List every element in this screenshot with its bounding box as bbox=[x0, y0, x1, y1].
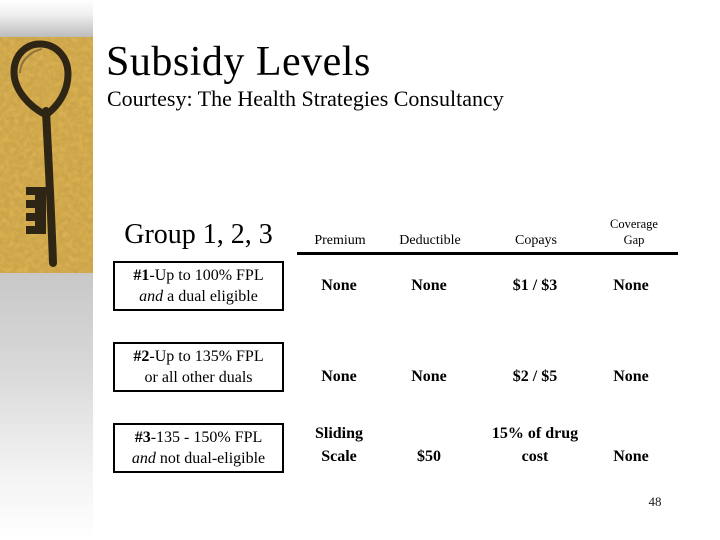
slide-title: Subsidy Levels bbox=[106, 39, 371, 85]
page-number: 48 bbox=[648, 494, 662, 509]
cell-row1-copays: $1 / $3 bbox=[512, 277, 558, 294]
group-box-2: #2-Up to 135% FPL or all other duals bbox=[113, 342, 284, 392]
cell-row1-coverage-gap: None bbox=[613, 277, 649, 294]
group-1-line1: #1-Up to 100% FPL bbox=[133, 267, 264, 284]
group-2-line1: #2-Up to 135% FPL bbox=[133, 348, 264, 365]
column-header-deductible: Deductible bbox=[399, 233, 461, 248]
column-header-copays: Copays bbox=[515, 233, 557, 248]
column-header-premium: Premium bbox=[314, 233, 366, 248]
left-decoration-strip bbox=[0, 0, 93, 540]
group-box-1: #1-Up to 100% FPL and a dual eligible bbox=[113, 261, 284, 311]
cell-row3-coverage-gap: None bbox=[613, 448, 649, 465]
group-box-3: #3-135 - 150% FPL and not dual-eligible bbox=[113, 423, 284, 473]
cell-row1-deductible: None bbox=[411, 277, 447, 294]
cell-row3-copays-line2: cost bbox=[521, 448, 549, 465]
key-illustration bbox=[0, 37, 93, 273]
group-3-line1: #3-135 - 150% FPL bbox=[134, 429, 263, 446]
group-3-line2: and not dual-eligible bbox=[131, 450, 266, 467]
gradient-bottom bbox=[0, 273, 93, 540]
group-2-line2: or all other duals bbox=[144, 369, 253, 386]
key-icon bbox=[10, 40, 72, 267]
header-divider-line bbox=[297, 252, 678, 255]
gradient-top bbox=[0, 0, 93, 37]
cell-row2-copays: $2 / $5 bbox=[512, 368, 558, 385]
cell-row2-coverage-gap: None bbox=[613, 368, 649, 385]
cell-row3-deductible: $50 bbox=[417, 448, 441, 465]
cell-row3-premium-line1: Sliding bbox=[314, 425, 364, 442]
cell-row3-copays-line1: 15% of drug bbox=[491, 425, 579, 442]
table-heading: Group 1, 2, 3 bbox=[124, 219, 273, 250]
cell-row3-premium-line2: Scale bbox=[321, 448, 357, 465]
cell-row2-deductible: None bbox=[411, 368, 447, 385]
slide-subtitle: Courtesy: The Health Strategies Consulta… bbox=[107, 86, 504, 111]
column-header-coverage-gap: Coverage Gap bbox=[610, 217, 658, 247]
cell-row1-premium: None bbox=[321, 277, 357, 294]
antique-key-photo bbox=[0, 37, 93, 273]
cell-row2-premium: None bbox=[321, 368, 357, 385]
group-1-line2: and a dual eligible bbox=[139, 288, 258, 305]
